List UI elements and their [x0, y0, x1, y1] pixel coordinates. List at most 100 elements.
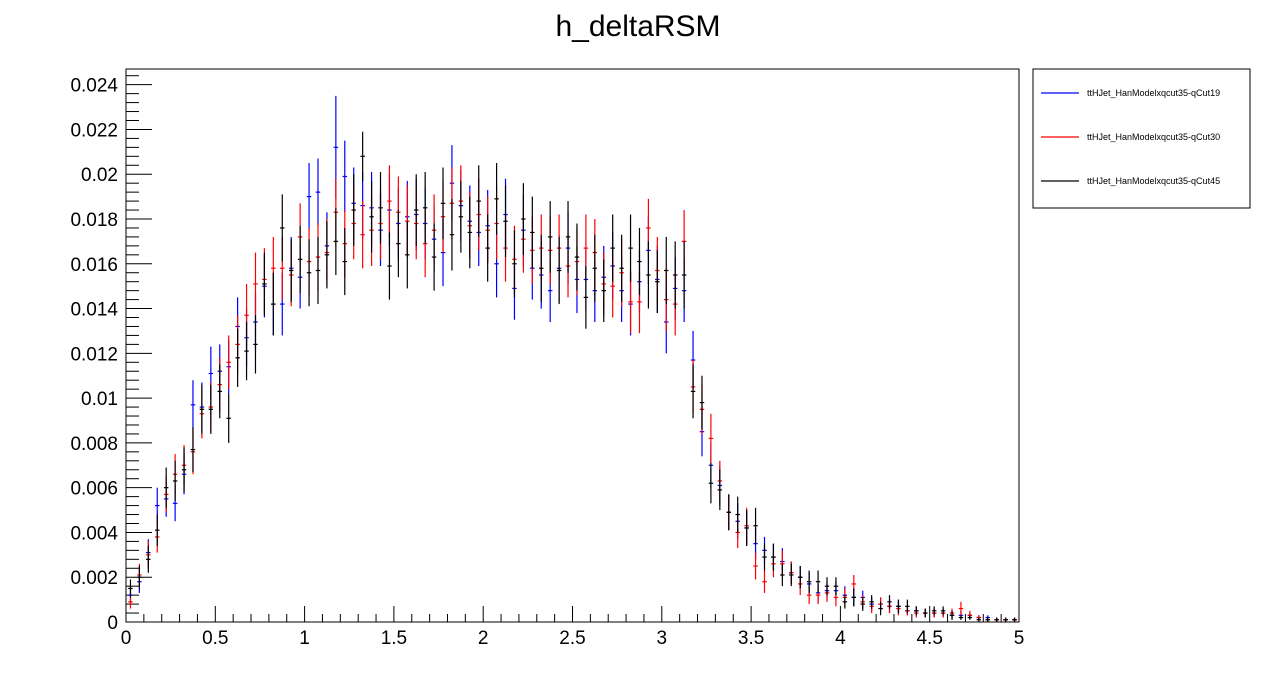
data-point [717, 469, 723, 511]
data-point [762, 570, 767, 593]
data-point [146, 545, 151, 573]
data-point [780, 563, 785, 587]
data-point [351, 174, 356, 246]
data-point [690, 364, 696, 419]
data-point [949, 610, 955, 620]
data-point [271, 272, 276, 336]
legend: ttHJet_HanModelxqcut35-qCut19 ttHJet_HanM… [1032, 68, 1251, 209]
y-tick-label: 0.008 [70, 434, 118, 455]
data-point [994, 617, 999, 622]
data-point [431, 223, 437, 291]
data-point [306, 239, 312, 307]
data-point [503, 185, 508, 258]
x-tick-label: 1.5 [381, 628, 407, 649]
data-point [342, 140, 348, 213]
data-point [958, 601, 964, 616]
data-point [190, 427, 196, 472]
data-point [181, 447, 187, 493]
data-point [128, 579, 133, 598]
x-tick-label: 2 [478, 628, 489, 649]
data-point [485, 214, 490, 282]
y-tick-label: 0 [107, 613, 118, 634]
x-axis: 0 0.5 1 1.5 2 2.5 3 3.5 4 4.5 5 [121, 606, 1025, 649]
x-tick-label: 4 [835, 628, 846, 649]
data-point [619, 234, 624, 302]
y-tick-label: 0.006 [70, 479, 118, 500]
x-tick-label: 4.5 [916, 628, 942, 649]
data-point [1003, 617, 1008, 622]
data-point [378, 171, 383, 244]
y-tick-label: 0.016 [70, 255, 118, 276]
data-point [280, 194, 285, 262]
data-point [905, 599, 910, 614]
y-tick-label: 0.024 [70, 76, 118, 97]
data-point [226, 335, 231, 390]
data-point [628, 214, 633, 282]
data-point [806, 570, 812, 593]
data-point [646, 241, 651, 309]
data-point [449, 198, 455, 271]
data-point [288, 239, 294, 302]
data-point [699, 375, 705, 430]
data-point [467, 196, 473, 269]
x-tick-label: 1 [299, 628, 310, 649]
data-point [369, 180, 374, 253]
data-point [878, 601, 883, 616]
chart-title: h_deltaRSM [555, 10, 720, 43]
data-point [333, 207, 339, 275]
data-point [172, 460, 178, 502]
data-point [753, 507, 758, 544]
data-point [914, 606, 919, 616]
y-tick-label: 0.012 [70, 344, 118, 365]
legend-entry: ttHJet_HanModelxqcut35-qCut45 [1041, 176, 1220, 186]
data-point [610, 214, 615, 282]
data-point [637, 227, 642, 296]
x-tick-label: 5 [1014, 628, 1025, 649]
data-point [824, 577, 830, 596]
data-point [315, 158, 321, 226]
data-point [360, 131, 365, 181]
data-point [253, 315, 258, 374]
data-point [797, 566, 803, 589]
data-point [155, 514, 160, 546]
data-point [592, 234, 598, 302]
legend-label: ttHJet_HanModelxqcut35-qCut19 [1087, 88, 1220, 98]
data-point [1012, 617, 1017, 622]
y-tick-label: 0.018 [70, 210, 118, 231]
data-point [494, 163, 499, 235]
y-tick-label: 0.02 [81, 165, 118, 186]
data-point [771, 543, 776, 571]
x-tick-label: 0 [121, 628, 132, 649]
data-point [556, 236, 562, 305]
data-point [235, 328, 240, 387]
data-point [262, 252, 267, 316]
data-point [940, 606, 946, 616]
series-3 [128, 131, 1017, 622]
data-point [547, 201, 553, 273]
y-tick-label: 0.014 [70, 300, 118, 321]
data-point [244, 321, 249, 381]
series-layer [128, 95, 1017, 622]
data-point [458, 180, 464, 253]
data-point [387, 165, 392, 237]
data-point [422, 171, 428, 244]
data-point [869, 595, 874, 609]
x-tick-label: 3.5 [738, 628, 764, 649]
data-point [190, 380, 196, 430]
data-point [163, 467, 169, 508]
data-point [896, 599, 901, 614]
data-point [744, 510, 749, 546]
data-point [226, 393, 231, 443]
data-point [360, 201, 365, 269]
data-point [672, 241, 678, 309]
data-point [324, 221, 330, 289]
x-tick-label: 3 [657, 628, 668, 649]
data-point [976, 617, 982, 622]
data-point [887, 595, 892, 609]
data-point [860, 597, 865, 611]
data-point [958, 615, 964, 620]
y-tick-label: 0.01 [81, 389, 118, 410]
x-tick-label: 0.5 [202, 628, 228, 649]
legend-label: ttHJet_HanModelxqcut35-qCut30 [1087, 132, 1220, 142]
